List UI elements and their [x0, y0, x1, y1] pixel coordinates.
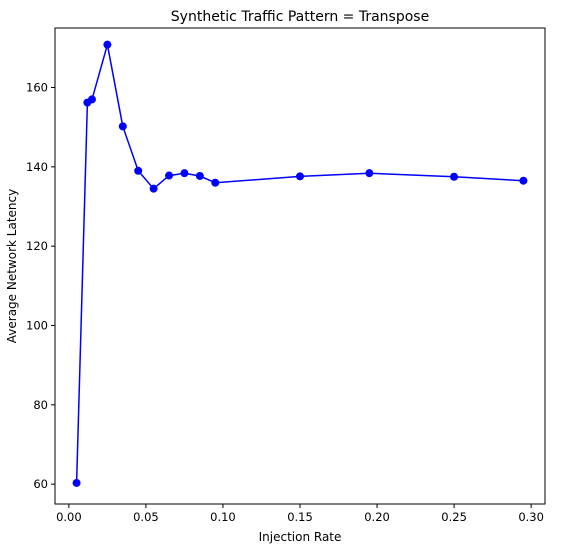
x-tick-label: 0.20: [364, 510, 390, 524]
data-point: [296, 172, 304, 181]
x-axis: 0.00 0.05 0.10 0.15 0.20 0.25 0.30: [56, 504, 544, 524]
data-point: [365, 169, 374, 178]
x-tick-label: 0.10: [210, 510, 236, 524]
y-tick-label: 60: [33, 477, 48, 491]
plot-area: 0.00 0.05 0.10 0.15 0.20 0.25 0.30 60 80 100 120 1…: [26, 27, 546, 524]
plot-frame: [54, 27, 546, 505]
y-tick-label: 80: [33, 398, 48, 412]
y-tick-label: 140: [26, 160, 48, 174]
y-tick-label: 100: [26, 319, 48, 333]
data-point: [103, 40, 112, 49]
data-point: [118, 122, 127, 131]
data-point: [450, 172, 459, 181]
y-axis-label: Average Network Latency: [5, 189, 19, 343]
x-tick-label: 0.05: [133, 510, 159, 524]
data-point: [195, 171, 204, 180]
x-tick-label: 0.30: [518, 510, 544, 524]
y-tick-label: 120: [26, 239, 48, 253]
x-tick-label: 0.25: [441, 510, 467, 524]
data-point: [180, 169, 189, 178]
data-point: [72, 478, 81, 487]
x-tick-label: 0.00: [56, 510, 82, 524]
x-tick-label: 0.15: [287, 510, 313, 524]
data-point: [87, 95, 96, 104]
series-line: [75, 44, 524, 484]
y-tick-label: 160: [26, 81, 48, 95]
series-layer: [72, 40, 528, 487]
data-point: [149, 184, 158, 193]
data-point: [134, 166, 143, 175]
y-axis: 60 80 100 120 140 160: [26, 81, 55, 491]
data-point: [519, 176, 528, 185]
data-point: [165, 171, 174, 180]
chart-title: Synthetic Traffic Pattern = Transpose: [171, 9, 429, 25]
x-axis-label: Injection Rate: [259, 530, 342, 544]
data-point: [211, 178, 220, 187]
